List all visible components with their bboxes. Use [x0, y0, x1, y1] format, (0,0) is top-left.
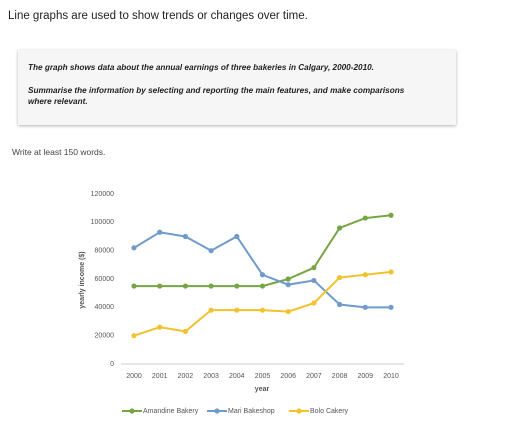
y-axis-label: yearly income ($)	[79, 251, 86, 308]
legend-label: Amandine Bakery	[143, 408, 199, 415]
y-tick-label: 20000	[95, 333, 115, 340]
data-point	[131, 245, 137, 251]
x-tick-label: 2008	[332, 373, 348, 380]
data-point	[234, 283, 240, 289]
y-tick-label: 0	[110, 361, 114, 368]
data-point	[362, 215, 368, 221]
data-point	[388, 304, 394, 310]
prompt-text: The graph shows data about the annual ea…	[28, 63, 374, 72]
y-tick-label: 40000	[95, 304, 115, 311]
data-point	[337, 225, 343, 231]
data-point	[259, 272, 266, 278]
data-point	[337, 274, 343, 281]
data-point	[285, 282, 291, 288]
data-point	[234, 307, 240, 313]
data-point	[388, 269, 394, 275]
data-point	[285, 276, 291, 282]
data-point	[182, 283, 188, 289]
x-tick-label: 2001	[152, 373, 168, 380]
data-point	[208, 248, 214, 254]
legend-label: Bolo Cakery	[310, 408, 349, 415]
data-point	[182, 328, 188, 335]
data-point	[388, 212, 394, 218]
legend-marker	[129, 408, 135, 414]
instruction: Write at least 150 words.	[12, 147, 106, 157]
y-tick-label: 120000	[91, 191, 114, 198]
x-tick-label: 2003	[203, 373, 219, 380]
legend-marker	[214, 408, 220, 414]
data-point	[259, 283, 266, 289]
y-tick-label: 80000	[95, 248, 115, 255]
data-point	[337, 301, 343, 308]
x-tick-label: 2004	[229, 373, 245, 380]
data-point	[311, 277, 317, 284]
data-point	[234, 233, 240, 240]
x-tick-label: 2009	[358, 373, 374, 380]
x-axis-label: year	[255, 386, 270, 393]
data-point	[182, 233, 188, 240]
data-point	[131, 283, 137, 289]
data-point	[311, 265, 317, 271]
data-point	[157, 324, 163, 330]
prompt-text: Summarise the information by selecting a…	[28, 86, 405, 106]
x-tick-label: 2010	[383, 373, 399, 380]
data-point	[208, 307, 214, 313]
legend-label: Mari Bakeshop	[228, 408, 275, 415]
data-point	[311, 300, 317, 306]
data-point	[285, 308, 291, 315]
data-point	[362, 304, 368, 310]
series-line	[133, 231, 391, 309]
data-point	[208, 283, 214, 289]
data-point	[259, 307, 266, 313]
x-tick-label: 2007	[306, 373, 322, 380]
data-point	[362, 272, 368, 278]
x-tick-label: 2005	[255, 373, 271, 380]
data-point	[157, 229, 163, 235]
y-tick-label: 100000	[91, 219, 114, 226]
series-line	[133, 270, 392, 337]
x-tick-label: 2006	[280, 373, 296, 380]
heading: Line graphs are used to show trends or c…	[8, 10, 308, 22]
legend-marker	[296, 408, 302, 414]
prompt-box: The graph shows data about the annual ea…	[18, 50, 456, 125]
data-point	[157, 283, 163, 289]
y-tick-label: 60000	[95, 276, 115, 283]
x-tick-label: 2000	[126, 373, 142, 380]
x-tick-label: 2002	[178, 373, 194, 380]
data-point	[131, 333, 137, 339]
